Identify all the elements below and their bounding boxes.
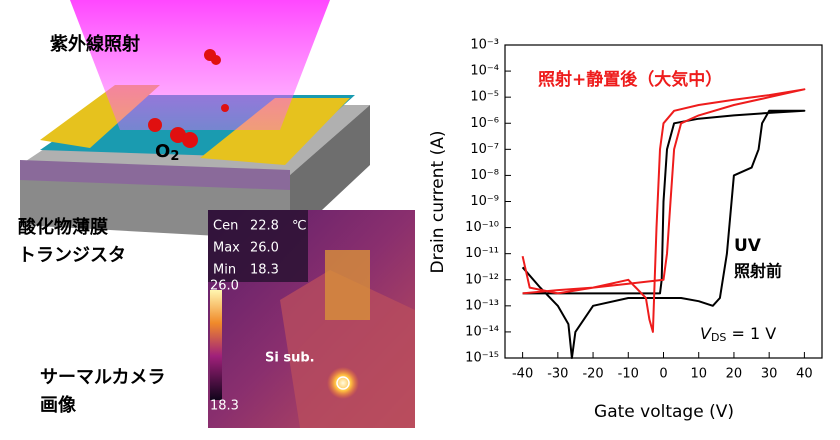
y-axis-title: Drain current (A) (428, 130, 448, 273)
annotation-after: 照射+静置後（大気中） (538, 69, 722, 90)
readout-label: Min (213, 263, 236, 278)
y-tick-label: 10⁻¹³ (465, 298, 499, 313)
thermal-image: Cen 22.8 ℃ Max 26.0 Min 18.3 26.0 18.3 S… (208, 210, 415, 428)
y-tick-label: 10⁻¹⁵ (465, 351, 499, 366)
sample-holder (325, 250, 370, 320)
o2-symbol: O (155, 141, 170, 162)
readout-label: Cen (213, 219, 238, 234)
x-tick-label: 0 (659, 367, 667, 382)
vds-rest: = 1 V (726, 324, 776, 343)
hot-spot (327, 367, 359, 399)
readout-label: Max (213, 241, 240, 256)
y-tick-label: 10⁻⁹ (470, 194, 499, 209)
x-tick-label: 30 (761, 367, 778, 382)
substrate-side (290, 105, 370, 240)
device-label: トランジスタ (18, 245, 126, 266)
x-tick-label: -10 (618, 367, 639, 382)
annotation-before: 照射前 (734, 262, 782, 281)
x-tick-label: 40 (796, 367, 813, 382)
x-axis-title: Gate voltage (V) (594, 402, 734, 422)
readout-value: 22.8 (250, 219, 279, 234)
x-tick-label: -30 (547, 367, 568, 382)
camera-label: 画像 (40, 395, 77, 416)
device-label: 酸化物薄膜 (18, 216, 108, 238)
readout-box (208, 210, 308, 282)
y-tick-label: 10⁻⁷ (470, 142, 499, 157)
readout-value: 18.3 (250, 263, 279, 278)
y-tick-label: 10⁻¹² (465, 272, 499, 287)
y-tick-label: 10⁻¹⁰ (465, 220, 499, 235)
x-tick-label: -20 (582, 367, 603, 382)
uv-beam (70, 0, 330, 130)
scale-bottom: 18.3 (210, 399, 239, 414)
uv-label: 紫外線照射 (50, 33, 140, 55)
annotation-vds: VDS = 1 V (700, 324, 776, 345)
substrate-view (280, 270, 415, 428)
y-tick-label: 10⁻⁵ (470, 90, 499, 105)
device-illustration: 紫外線照射 O2 酸化物薄膜 トランジスタ サーマルカメラ 画像 (18, 0, 370, 416)
o2-label: O2 (155, 141, 179, 164)
x-tick-label: -40 (512, 367, 533, 382)
readout-value: 26.0 (250, 241, 279, 256)
vds-symbol: V (700, 324, 712, 343)
color-scale (210, 290, 222, 400)
scale-top: 26.0 (210, 279, 239, 294)
electrode-right (200, 98, 350, 165)
y-tick-label: 10⁻⁸ (470, 168, 499, 183)
unit: ℃ (292, 219, 307, 234)
cursor (336, 376, 350, 390)
y-tick-label: 10⁻¹⁴ (465, 324, 499, 339)
oxide-layer (20, 160, 290, 190)
x-tick-label: 10 (690, 367, 707, 382)
chart: Gate voltage (V) Drain current (A) 照射+静置… (428, 38, 823, 422)
camera-label: サーマルカメラ (40, 367, 165, 388)
y-tick-label: 10⁻⁴ (470, 64, 499, 79)
vds-subscript: DS (711, 331, 726, 344)
annotation-uv: UV (734, 236, 762, 256)
o2-subscript: 2 (170, 149, 179, 164)
series-line (521, 88, 806, 333)
y-tick-label: 10⁻³ (470, 38, 499, 53)
o2-molecules (148, 49, 229, 148)
y-tick-label: 10⁻⁶ (470, 116, 499, 131)
sample-label: Si sub. (265, 351, 315, 366)
series-line (521, 109, 806, 359)
x-tick-label: 20 (726, 367, 743, 382)
y-tick-label: 10⁻¹¹ (465, 246, 499, 261)
